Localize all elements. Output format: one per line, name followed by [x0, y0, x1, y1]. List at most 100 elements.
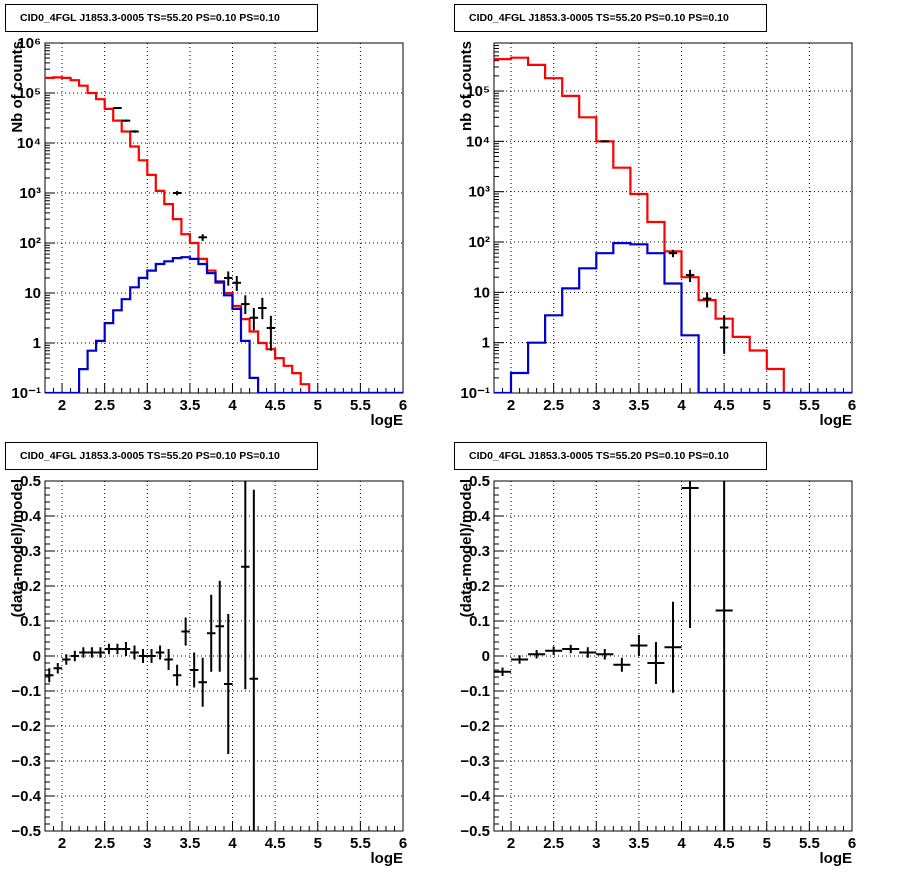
x-tick-label: 4 [228, 835, 237, 852]
y-tick-label: 0.1 [20, 613, 41, 630]
plot-content [45, 481, 259, 831]
plot-canvas-top-right: 2 2.5 3 3.5 4 4.5 5 5.5 6 10⁻¹ 1 10 10² 10³ 10⁴ 10⁵ logE… [458, 41, 856, 429]
plot-content [494, 56, 852, 393]
x-tick-label: 2.5 [94, 835, 115, 852]
chart-title: CID0_4FGL J1853.3-0005 TS=55.20 PS=0.10 … [454, 4, 767, 32]
x-tick-label: 3.5 [628, 397, 649, 414]
x-tick-label: 5.5 [799, 835, 820, 852]
x-axis-title: logE [820, 412, 853, 429]
y-tick-label: −0.1 [11, 683, 41, 700]
histogram-series [494, 242, 852, 393]
y-tick-label: 0.2 [20, 578, 41, 595]
x-axis-title: logE [820, 850, 853, 867]
y-tick-label: −0.2 [460, 718, 490, 735]
y-tick-label: 1 [33, 335, 41, 352]
y-tick-label: 10⁻¹ [11, 385, 41, 402]
x-tick-label: 2.5 [543, 835, 564, 852]
plot-frame [493, 42, 853, 394]
x-tick-label: 2 [58, 835, 66, 852]
y-tick-label: 0.3 [20, 543, 41, 560]
y-tick-label: 0.5 [469, 473, 490, 490]
x-tick-label: 4.5 [265, 835, 286, 852]
y-tick-label: 10 [473, 284, 490, 301]
y-tick-label: 0.5 [20, 473, 41, 490]
x-tick-label: 2 [58, 397, 66, 414]
y-tick-label: 10² [19, 235, 41, 252]
y-tick-label: 10⁵ [466, 83, 490, 100]
plot-canvas-bottom-left: 2 2.5 3 3.5 4 4.5 5 5.5 6 −0.5 −0.4 −0.3 −0.2 −0.1 0 0.… [9, 473, 407, 867]
x-tick-label: 3 [592, 835, 600, 852]
histogram-series [45, 76, 403, 393]
y-tick-label: −0.5 [460, 823, 490, 840]
x-tick-label: 4 [677, 835, 686, 852]
plot-content [494, 481, 733, 831]
y-tick-label: 0 [33, 648, 41, 665]
y-tick-label: −0.4 [460, 788, 490, 805]
y-tick-label: 10⁵ [17, 85, 41, 102]
x-tick-label: 3 [592, 397, 600, 414]
y-tick-label: 10⁶ [17, 35, 41, 52]
y-tick-label: 0 [482, 648, 490, 665]
plot-pad-bottom-left: CID0_4FGL J1853.3-0005 TS=55.20 PS=0.10 … [0, 438, 449, 875]
chart-title: CID0_4FGL J1853.3-0005 TS=55.20 PS=0.10 … [5, 4, 318, 32]
plot-pad-top-right: CID0_4FGL J1853.3-0005 TS=55.20 PS=0.10 … [449, 0, 898, 437]
y-tick-label: −0.3 [11, 753, 41, 770]
x-tick-label: 5 [314, 835, 322, 852]
x-tick-label: 2 [507, 835, 515, 852]
x-tick-label: 5.5 [350, 835, 371, 852]
histogram-series [45, 256, 403, 393]
y-tick-label: −0.2 [11, 718, 41, 735]
y-tick-label: 10 [24, 285, 41, 302]
x-tick-label: 5 [314, 397, 322, 414]
y-tick-label: 1 [482, 335, 490, 352]
y-tick-label: −0.5 [11, 823, 41, 840]
plot-canvas-bottom-right: 2 2.5 3 3.5 4 4.5 5 5.5 6 −0.5 −0.4 −0.3 −0.2 −0.1 0 0.… [458, 473, 856, 867]
y-tick-label: 0.4 [20, 508, 42, 525]
y-tick-label: 0.4 [469, 508, 491, 525]
x-tick-label: 2.5 [543, 397, 564, 414]
chart-title: CID0_4FGL J1853.3-0005 TS=55.20 PS=0.10 … [5, 442, 318, 470]
x-tick-label: 4.5 [265, 397, 286, 414]
plot-pad-bottom-right: CID0_4FGL J1853.3-0005 TS=55.20 PS=0.10 … [449, 438, 898, 875]
plot-canvas-top-left: 2 2.5 3 3.5 4 4.5 5 5.5 6 10⁻¹ 1 10 10² 10³ 10⁴ 10⁵ 10⁶ l… [9, 35, 407, 429]
y-tick-label: −0.1 [460, 683, 490, 700]
y-tick-label: 10³ [468, 184, 490, 201]
y-tick-label: −0.3 [460, 753, 490, 770]
x-tick-label: 4 [228, 397, 237, 414]
y-axis-title: (data-model)/model [9, 479, 26, 617]
chart-title: CID0_4FGL J1853.3-0005 TS=55.20 PS=0.10 … [454, 442, 767, 470]
y-tick-label: 0.2 [469, 578, 490, 595]
histogram-series [494, 56, 852, 393]
x-tick-label: 6 [848, 397, 856, 414]
y-tick-label: 0.3 [469, 543, 490, 560]
y-tick-label: 10⁴ [17, 135, 41, 152]
x-tick-label: 4.5 [714, 397, 735, 414]
x-tick-label: 6 [848, 835, 856, 852]
x-tick-label: 5 [763, 835, 771, 852]
x-tick-label: 5.5 [350, 397, 371, 414]
x-tick-label: 3.5 [628, 835, 649, 852]
y-tick-label: 10² [468, 234, 490, 251]
x-tick-label: 3.5 [179, 835, 200, 852]
x-axis-title: logE [371, 850, 404, 867]
y-tick-label: 10³ [19, 185, 41, 202]
x-tick-label: 5 [763, 397, 771, 414]
y-tick-label: −0.4 [11, 788, 41, 805]
x-tick-label: 3.5 [179, 397, 200, 414]
x-tick-label: 2.5 [94, 397, 115, 414]
plot-pad-top-left: CID0_4FGL J1853.3-0005 TS=55.20 PS=0.10 … [0, 0, 449, 437]
x-tick-label: 5.5 [799, 397, 820, 414]
x-tick-label: 4 [677, 397, 686, 414]
x-axis-title: logE [371, 412, 404, 429]
x-tick-label: 3 [143, 397, 151, 414]
y-axis-title: nb of counts [458, 41, 475, 131]
plot-content [45, 76, 403, 393]
x-tick-label: 2 [507, 397, 515, 414]
y-tick-label: 10⁴ [466, 133, 490, 150]
x-tick-label: 4.5 [714, 835, 735, 852]
y-axis-title: (data-model)/model [458, 479, 475, 617]
x-tick-label: 3 [143, 835, 151, 852]
y-axis-title: Nb of counts [9, 41, 26, 133]
x-tick-label: 6 [399, 835, 407, 852]
y-tick-label: 10⁻¹ [460, 385, 490, 402]
